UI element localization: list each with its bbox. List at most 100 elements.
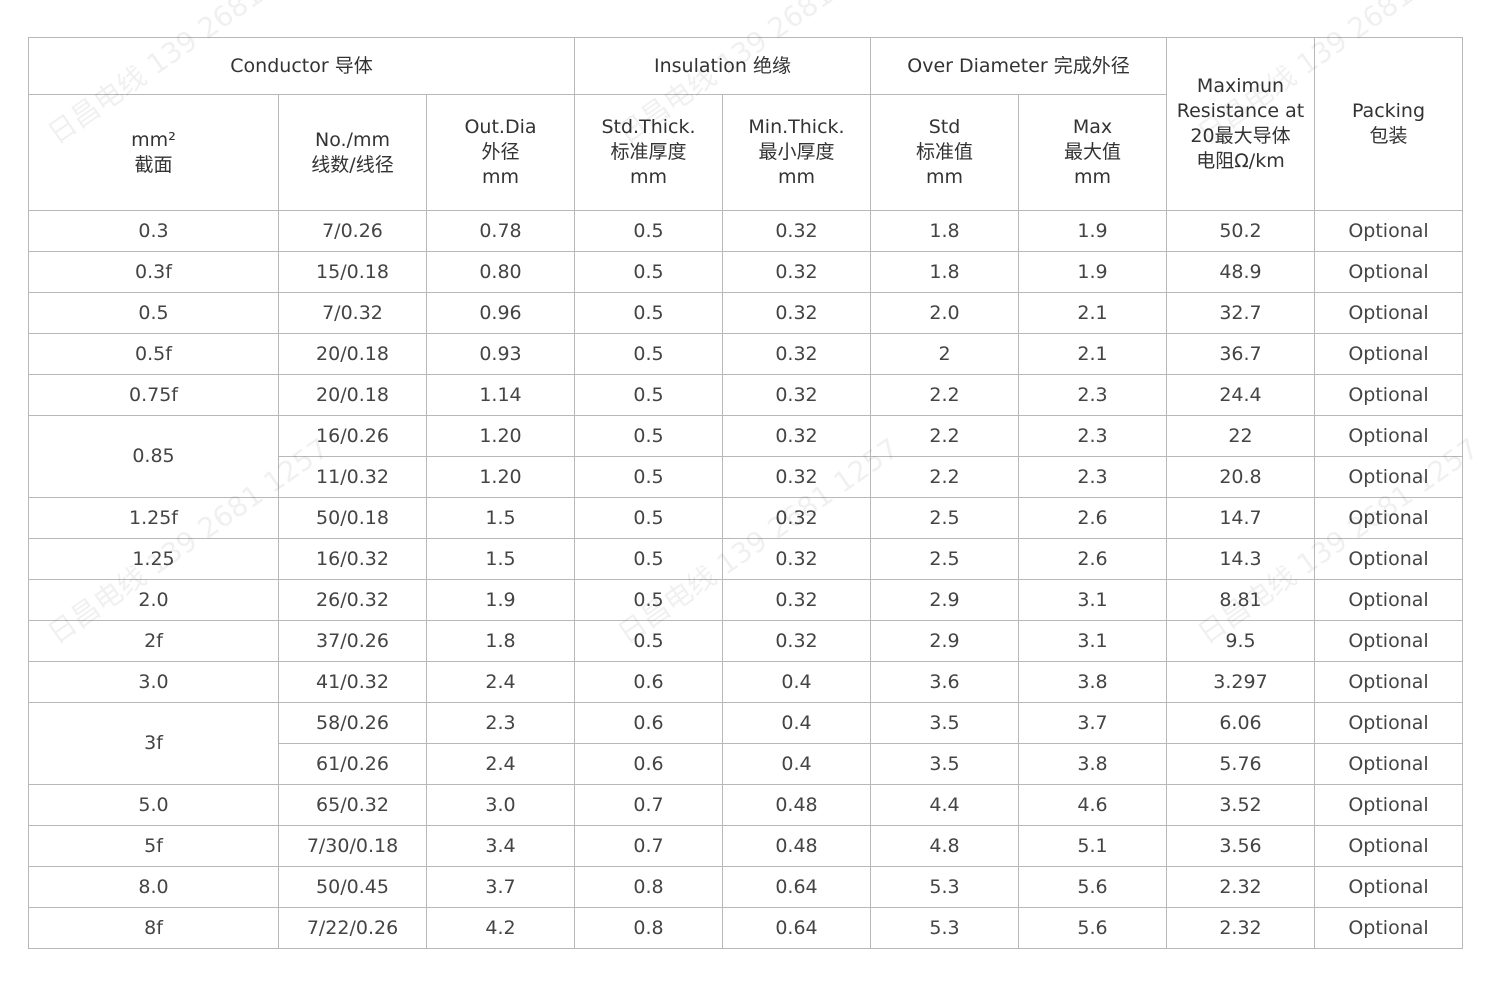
table-row: 2.0 26/0.32 1.9 0.5 0.32 2.9 3.1 8.81 Optional (28, 579, 1463, 621)
table-row: 0.5 7/0.32 0.96 0.5 0.32 2.0 2.1 32.7 Optional (28, 292, 1463, 334)
out-dia-cell: 1.9 (426, 579, 575, 621)
std-thick-cell: 0.5 (574, 579, 723, 621)
od-max-header-line: Max (1072, 116, 1113, 138)
min-thick-header-line: 最小厚度 (758, 141, 835, 163)
min-thick-cell: 0.48 (722, 784, 871, 826)
out-dia-cell: 1.5 (426, 538, 575, 580)
resistance-header-line: 20最大导体 (1190, 125, 1291, 147)
od-std-cell: 2.5 (870, 538, 1019, 580)
od-max-cell: 2.6 (1018, 538, 1167, 580)
out-dia-cell: 0.80 (426, 251, 575, 293)
table-row: 1.25 16/0.32 1.5 0.5 0.32 2.5 2.6 14.3 Optional (28, 538, 1463, 580)
packing-cell: Optional (1314, 661, 1463, 703)
strand-cell: 58/0.26 (278, 702, 427, 744)
resistance-cell: 14.3 (1166, 538, 1315, 580)
strand-cell: 16/0.32 (278, 538, 427, 580)
size-cell: 0.3f (28, 251, 279, 293)
std-thick-cell: 0.7 (574, 784, 723, 826)
packing-cell: Optional (1314, 702, 1463, 744)
size-cell: 0.5 (28, 292, 279, 334)
packing-cell: Optional (1314, 251, 1463, 293)
od-max-cell: 2.1 (1018, 292, 1167, 334)
insulation-group-header: Insulation 绝缘 (574, 37, 871, 95)
min-thick-cell: 0.64 (722, 866, 871, 908)
resistance-cell: 6.06 (1166, 702, 1315, 744)
out-dia-cell: 0.78 (426, 210, 575, 252)
od-max-cell: 4.6 (1018, 784, 1167, 826)
packing-cell: Optional (1314, 579, 1463, 621)
std-thick-header-line: mm (629, 166, 668, 188)
min-thick-cell: 0.32 (722, 538, 871, 580)
od-std-header-line: 标准值 (915, 141, 973, 163)
packing-cell: Optional (1314, 784, 1463, 826)
od-max-cell: 3.7 (1018, 702, 1167, 744)
resistance-cell: 8.81 (1166, 579, 1315, 621)
resistance-cell: 3.297 (1166, 661, 1315, 703)
packing-cell: Optional (1314, 866, 1463, 908)
od-std-cell: 2.2 (870, 374, 1019, 416)
od-std-cell: 3.5 (870, 743, 1019, 785)
resistance-header: Maximun Resistance at 20最大导体 电阻Ω/km (1166, 37, 1315, 211)
out-dia-cell: 3.7 (426, 866, 575, 908)
std-thick-header-line: 标准厚度 (610, 141, 687, 163)
strand-cell: 50/0.18 (278, 497, 427, 539)
od-max-cell: 5.1 (1018, 825, 1167, 867)
od-std-header: Std 标准值 mm (870, 94, 1019, 211)
od-max-cell: 5.6 (1018, 907, 1167, 949)
size-cell: 3f (28, 702, 279, 785)
std-thick-header-line: Std.Thick. (601, 116, 696, 138)
std-thick-cell: 0.5 (574, 456, 723, 498)
size-header-line: mm² (131, 128, 176, 151)
resistance-cell: 50.2 (1166, 210, 1315, 252)
conductor-group-header: Conductor 导体 (28, 37, 575, 95)
od-max-header-line: mm (1073, 166, 1112, 188)
resistance-cell: 5.76 (1166, 743, 1315, 785)
strand-cell: 7/0.32 (278, 292, 427, 334)
std-thick-cell: 0.5 (574, 374, 723, 416)
strand-cell: 15/0.18 (278, 251, 427, 293)
strand-header-line: 线数/线径 (311, 153, 394, 176)
table-body: 0.3 7/0.26 0.78 0.5 0.32 1.8 1.9 50.2 Optional 0.… (28, 210, 1463, 949)
out-dia-cell: 1.14 (426, 374, 575, 416)
out-dia-header: Out.Dia 外径 mm (426, 94, 575, 211)
strand-cell: 50/0.45 (278, 866, 427, 908)
od-std-header-line: Std (928, 116, 961, 138)
out-dia-cell: 2.3 (426, 702, 575, 744)
size-cell: 2f (28, 620, 279, 662)
min-thick-cell: 0.32 (722, 456, 871, 498)
std-thick-header: Std.Thick. 标准厚度 mm (574, 94, 723, 211)
od-max-cell: 2.3 (1018, 456, 1167, 498)
resistance-cell: 9.5 (1166, 620, 1315, 662)
over-diameter-group-header: Over Diameter 完成外径 (870, 37, 1167, 95)
out-dia-cell: 0.93 (426, 333, 575, 375)
size-cell: 8.0 (28, 866, 279, 908)
size-cell: 5.0 (28, 784, 279, 826)
min-thick-cell: 0.48 (722, 825, 871, 867)
od-max-cell: 1.9 (1018, 251, 1167, 293)
size-cell: 5f (28, 825, 279, 867)
od-std-cell: 3.6 (870, 661, 1019, 703)
out-dia-cell: 1.8 (426, 620, 575, 662)
table-row: 3.0 41/0.32 2.4 0.6 0.4 3.6 3.8 3.297 Optional (28, 661, 1463, 703)
od-std-cell: 2.9 (870, 579, 1019, 621)
resistance-cell: 22 (1166, 415, 1315, 457)
od-max-cell: 2.3 (1018, 374, 1167, 416)
out-dia-cell: 1.20 (426, 415, 575, 457)
resistance-cell: 20.8 (1166, 456, 1315, 498)
packing-header: Packing 包装 (1314, 37, 1463, 211)
table-row: 1.25f 50/0.18 1.5 0.5 0.32 2.5 2.6 14.7 Optional (28, 497, 1463, 539)
min-thick-header: Min.Thick. 最小厚度 mm (722, 94, 871, 211)
packing-cell: Optional (1314, 456, 1463, 498)
table-row: 5f 7/30/0.18 3.4 0.7 0.48 4.8 5.1 3.56 Optional (28, 825, 1463, 867)
resistance-cell: 3.56 (1166, 825, 1315, 867)
std-thick-cell: 0.5 (574, 333, 723, 375)
od-std-cell: 5.3 (870, 907, 1019, 949)
od-std-cell: 1.8 (870, 210, 1019, 252)
std-thick-cell: 0.6 (574, 702, 723, 744)
min-thick-cell: 0.32 (722, 374, 871, 416)
od-std-cell: 5.3 (870, 866, 1019, 908)
od-max-cell: 5.6 (1018, 866, 1167, 908)
resistance-header-line: 电阻Ω/km (1196, 150, 1285, 172)
min-thick-cell: 0.32 (722, 251, 871, 293)
table-row: 61/0.26 2.4 0.6 0.4 3.5 3.8 5.76 Optional (29, 743, 1463, 785)
